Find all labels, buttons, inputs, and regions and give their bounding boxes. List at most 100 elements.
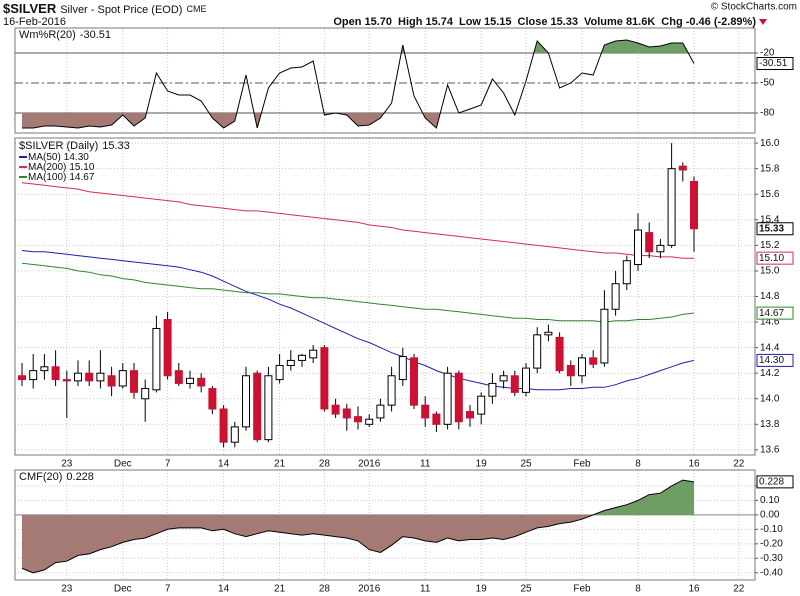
candle-body bbox=[118, 370, 127, 387]
candle-body bbox=[275, 365, 284, 381]
value-box bbox=[756, 251, 794, 265]
x-tick-label: 23 bbox=[61, 584, 73, 595]
x-tick-label: 28 bbox=[319, 459, 331, 470]
candle-body bbox=[510, 375, 519, 393]
y-tick-label: 0.10 bbox=[760, 495, 780, 506]
price-legend: $SILVER (Daily) 15.33 bbox=[19, 140, 130, 152]
x-tick-label: 25 bbox=[520, 584, 532, 595]
indicator-value: 0.228 bbox=[66, 471, 94, 483]
moving-average bbox=[21, 250, 695, 391]
quote-label: Open bbox=[333, 16, 361, 28]
x-tick-label: 19 bbox=[476, 459, 488, 470]
candle-body bbox=[622, 260, 631, 285]
y-tick-label: -80 bbox=[760, 108, 775, 119]
change-arrow bbox=[759, 19, 767, 25]
quote: Open 15.70 High 15.74 Low 15.15 Close 15.33 Volu… bbox=[333, 16, 756, 28]
quote-value: 81.6K bbox=[626, 16, 655, 28]
candle-body bbox=[454, 372, 463, 423]
exchange: CME bbox=[186, 4, 206, 14]
ma-name: MA(100) bbox=[28, 172, 66, 183]
y-tick-label: -20 bbox=[760, 48, 775, 59]
ma-value: 15.10 bbox=[69, 162, 94, 173]
candle-body bbox=[522, 367, 530, 393]
x-tick-label: 7 bbox=[165, 459, 171, 470]
y-tick-label: 15.2 bbox=[760, 240, 780, 251]
candle-body bbox=[432, 413, 441, 425]
candle-body bbox=[309, 349, 318, 359]
x-tick-label: Dec bbox=[114, 584, 132, 595]
y-tick-label: 0.00 bbox=[760, 510, 780, 521]
x-tick-label: 21 bbox=[274, 584, 286, 595]
y-tick-label: 15.8 bbox=[760, 163, 780, 174]
moving-average bbox=[21, 262, 695, 323]
y-tick-label: 14.4 bbox=[760, 342, 780, 353]
candle-body bbox=[354, 416, 362, 423]
x-tick-label: Dec bbox=[114, 459, 132, 470]
y-tick-label: 14.2 bbox=[760, 368, 780, 379]
value-box-label: 0.228 bbox=[759, 477, 784, 488]
candle-body bbox=[611, 283, 620, 310]
fill-below bbox=[22, 113, 694, 128]
candle-body bbox=[74, 372, 82, 382]
x-tick-label: 21 bbox=[274, 459, 286, 470]
x-tick-label: 25 bbox=[520, 459, 532, 470]
candle-body bbox=[18, 375, 26, 381]
security-name: Silver - Spot Price (EOD) bbox=[60, 4, 182, 16]
y-tick-label: 15.4 bbox=[760, 214, 780, 225]
x-tick-label: 14 bbox=[218, 584, 230, 595]
y-tick-label: -0.40 bbox=[760, 567, 783, 578]
candle-body bbox=[51, 366, 60, 381]
x-tick-label: Feb bbox=[573, 584, 591, 595]
ma-legend: MA(200) 15.10 bbox=[28, 162, 95, 173]
candle-body bbox=[499, 375, 508, 382]
x-tick-label: 7 bbox=[165, 584, 171, 595]
ma-value: 14.30 bbox=[64, 152, 89, 163]
candle-body bbox=[421, 404, 430, 419]
candle-body bbox=[387, 375, 396, 406]
candle-body bbox=[286, 359, 295, 367]
candle-body bbox=[230, 426, 239, 443]
y-tick-label: 14.0 bbox=[760, 393, 780, 404]
value-box-label: 15.10 bbox=[759, 253, 784, 264]
date: 16-Feb-2016 bbox=[3, 16, 66, 28]
credit: © StockCharts.com bbox=[711, 2, 797, 13]
value-box bbox=[756, 353, 794, 367]
candle-body bbox=[186, 377, 194, 384]
y-tick-label: 14.8 bbox=[760, 291, 780, 302]
candle-body bbox=[533, 334, 542, 369]
x-tick-label: 16 bbox=[688, 459, 700, 470]
candle-body bbox=[578, 357, 586, 377]
quote-label: Volume bbox=[584, 16, 623, 28]
quote-value: -0.46 (-2.89%) bbox=[686, 16, 757, 28]
candle-body bbox=[678, 165, 687, 171]
candle-body bbox=[488, 382, 497, 397]
candle-body bbox=[410, 357, 418, 406]
ma-name: MA(50) bbox=[28, 152, 61, 163]
quote-value: 15.70 bbox=[364, 16, 392, 28]
y-tick-label: 13.8 bbox=[760, 419, 780, 430]
candle-body bbox=[62, 379, 71, 382]
candle-body bbox=[555, 336, 564, 372]
quote-label: High bbox=[398, 16, 423, 28]
candle-body bbox=[365, 418, 374, 425]
candle-body bbox=[174, 370, 183, 384]
symbol: $SILVER bbox=[3, 1, 57, 16]
panel-frame bbox=[14, 469, 756, 581]
moving-average bbox=[21, 182, 694, 259]
candle-body bbox=[107, 375, 116, 387]
candle-body bbox=[667, 168, 676, 246]
x-tick-label: 22 bbox=[733, 584, 745, 595]
candle-body bbox=[645, 232, 654, 253]
candle-body bbox=[208, 388, 217, 410]
x-tick-label: 11 bbox=[420, 459, 431, 470]
value-box-label: 14.67 bbox=[759, 308, 784, 319]
candle-body bbox=[600, 308, 609, 364]
candle-body bbox=[320, 347, 329, 410]
x-tick-label: 19 bbox=[476, 584, 488, 595]
y-tick-label: -0.30 bbox=[760, 553, 783, 564]
candle-body bbox=[29, 370, 38, 381]
candle-body bbox=[466, 411, 474, 419]
candle-body bbox=[298, 354, 306, 361]
